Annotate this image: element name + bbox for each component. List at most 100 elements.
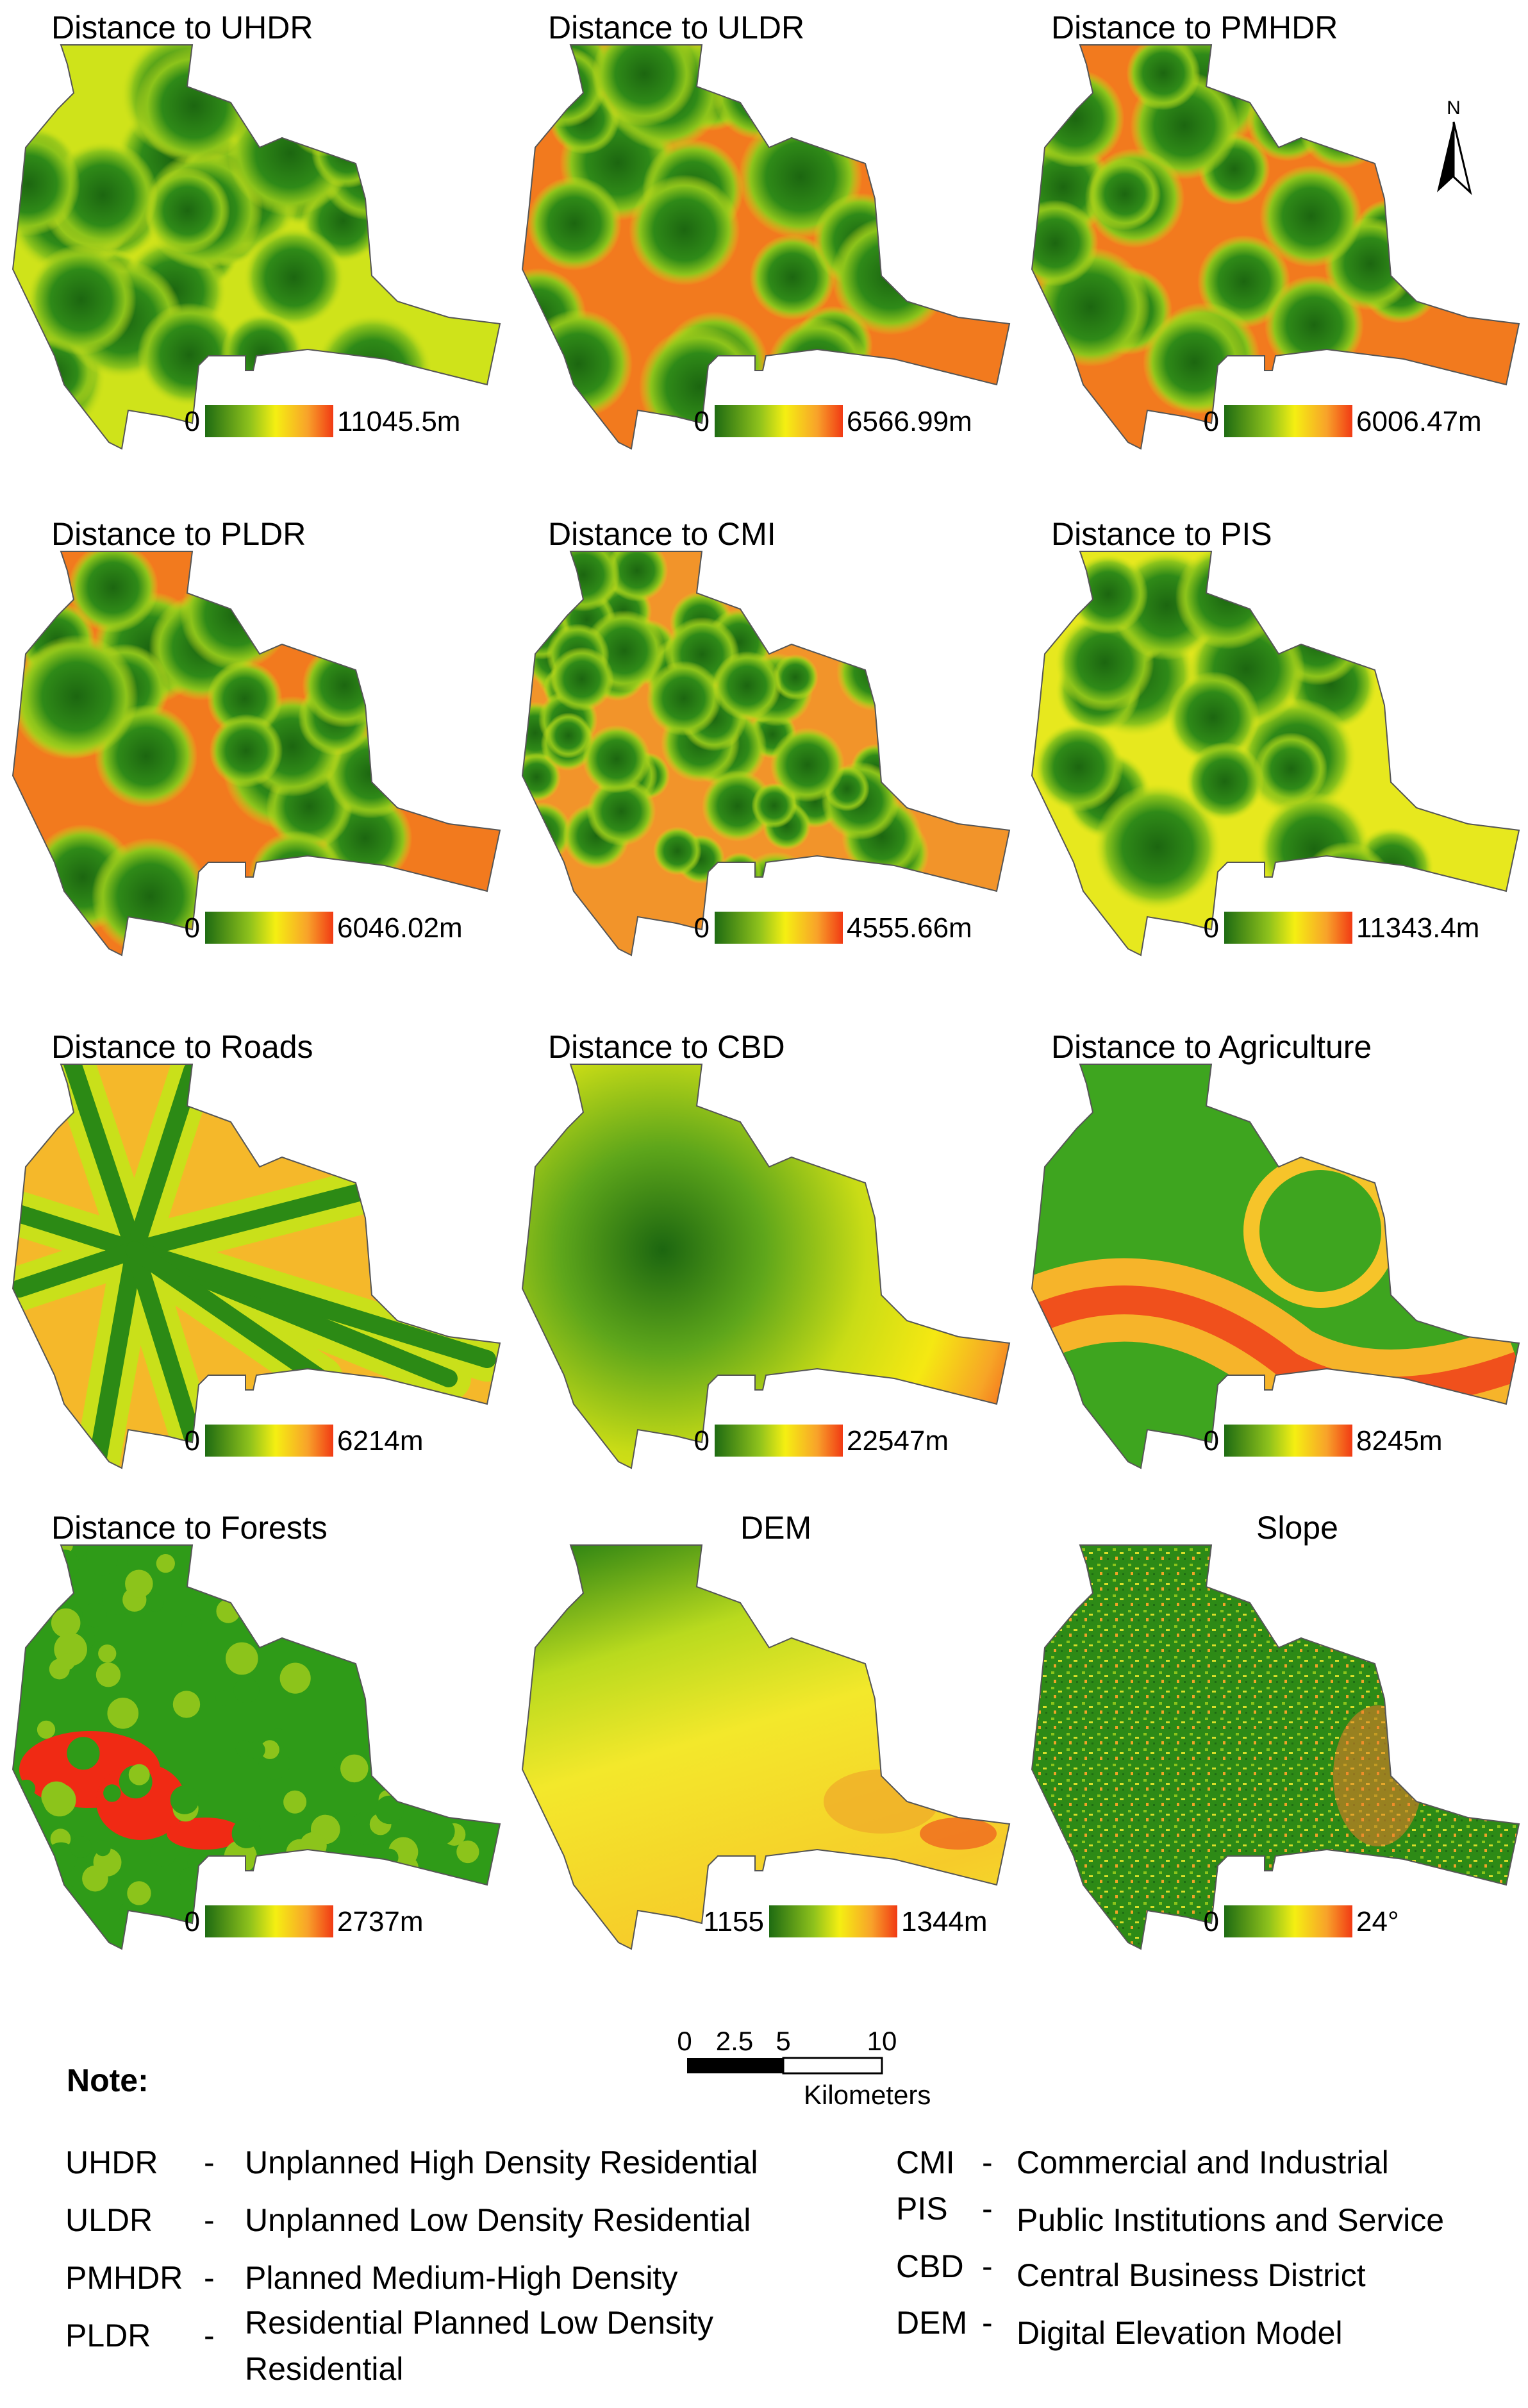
- legend-min-uhdr: 0: [185, 406, 200, 437]
- note-dash: -: [982, 2145, 993, 2180]
- scale-unit: Kilometers: [804, 2080, 931, 2110]
- north-label: N: [1447, 97, 1461, 119]
- note-abbr-uhdr: UHDR: [65, 2145, 158, 2180]
- note-desc-pldr: Residential Planned Low Density: [245, 2305, 713, 2341]
- north-arrow-icon: [1437, 121, 1472, 196]
- legend-ramp-cmi: [715, 912, 843, 944]
- legend-ramp-agriculture: [1224, 1425, 1352, 1457]
- note-dash: -: [204, 2260, 215, 2296]
- note-abbr-pis: PIS: [896, 2191, 948, 2227]
- legend-ramp-roads: [205, 1425, 333, 1457]
- scale-tick-0: 0: [677, 2026, 692, 2056]
- note-desc-cmi: Commercial and Industrial: [1017, 2145, 1389, 2180]
- map-panel-forests: Distance to Forests 0 2737m: [12, 1510, 501, 1950]
- legend-min-pmhdr: 0: [1204, 406, 1219, 437]
- legend-max-cmi: 4555.66m: [847, 912, 972, 944]
- map-title-roads: Distance to Roads: [51, 1029, 313, 1065]
- note-desc-uldr: Unplanned Low Density Residential: [245, 2202, 751, 2238]
- map-panel-uhdr: Distance to UHDR 0 11045.5m: [12, 10, 501, 450]
- note-desc-dem: Digital Elevation Model: [1017, 2315, 1343, 2351]
- note-abbr-uldr: ULDR: [65, 2202, 153, 2238]
- legend-max-forests: 2737m: [337, 1906, 424, 1937]
- map-title-cbd: Distance to CBD: [548, 1029, 785, 1065]
- map-title-dem: DEM: [740, 1510, 811, 1546]
- legend-ramp-slope: [1224, 1905, 1352, 1937]
- note-left-column: UHDR - Unplanned High Density Residentia…: [65, 2145, 758, 2387]
- legend-min-agriculture: 0: [1204, 1425, 1219, 1457]
- note-dash: -: [982, 2305, 993, 2341]
- legend-ramp-uldr: [715, 405, 843, 437]
- legend-max-dem: 1344m: [901, 1906, 988, 1937]
- legend-min-cbd: 0: [694, 1425, 710, 1457]
- legend-max-uhdr: 11045.5m: [337, 406, 460, 437]
- note-heading: Note:: [67, 2062, 149, 2098]
- note-dash: -: [204, 2318, 215, 2354]
- legend-min-pldr: 0: [185, 912, 200, 944]
- map-panel-uldr: Distance to ULDR 0 6566.99m: [521, 10, 1011, 450]
- note-abbr-cbd: CBD: [896, 2248, 964, 2284]
- legend-ramp-pis: [1224, 912, 1352, 944]
- note-dash: -: [982, 2248, 993, 2284]
- map-title-pis: Distance to PIS: [1051, 516, 1272, 552]
- map-panel-roads: Distance to Roads 0 6214m: [12, 1029, 501, 1469]
- note-abbr-pldr: PLDR: [65, 2318, 151, 2354]
- north-arrow: N: [1437, 97, 1472, 196]
- note-desc-uhdr: Unplanned High Density Residential: [245, 2145, 758, 2180]
- scale-bar: 0 2.5 5 10 Kilometers: [677, 2026, 931, 2110]
- legend-max-pis: 11343.4m: [1356, 912, 1479, 944]
- map-title-forests: Distance to Forests: [51, 1510, 328, 1546]
- map-panel-pis: Distance to PIS 0 11343.4m: [1031, 516, 1520, 957]
- scale-tick-10: 10: [867, 2026, 897, 2056]
- legend-max-pldr: 6046.02m: [337, 912, 463, 944]
- legend-max-roads: 6214m: [337, 1425, 424, 1457]
- note-dash: -: [204, 2202, 215, 2238]
- map-panel-cbd: Distance to CBD 0 22547m: [521, 1029, 1011, 1469]
- legend-min-dem: 1155: [703, 1906, 764, 1937]
- note-desc-pis: Public Institutions and Service: [1017, 2202, 1444, 2238]
- legend-min-forests: 0: [185, 1906, 200, 1937]
- map-title-slope: Slope: [1256, 1510, 1338, 1546]
- map-panel-agriculture: Distance to Agriculture 0 8245m: [1031, 1029, 1520, 1469]
- scale-bar-black-segment: [687, 2058, 783, 2073]
- legend-max-agriculture: 8245m: [1356, 1425, 1443, 1457]
- note-desc-pldr-line2: Residential: [245, 2351, 403, 2387]
- legend-ramp-uhdr: [205, 405, 333, 437]
- legend-min-uldr: 0: [694, 406, 710, 437]
- map-panels: Distance to UHDR 0 11045.5m Distance to ULD…: [12, 10, 1520, 1950]
- map-panel-dem: DEM 1155 1344m: [521, 1510, 1011, 1950]
- note-dash: -: [204, 2145, 215, 2180]
- map-panel-pmhdr: Distance to PMHDR 0 6006.47m: [1031, 10, 1520, 450]
- map-panel-pldr: Distance to PLDR 0 6046.02m: [12, 516, 501, 957]
- legend-max-uldr: 6566.99m: [847, 406, 972, 437]
- scale-bar-white-segment: [782, 2057, 883, 2075]
- legend-ramp-forests: [205, 1905, 333, 1937]
- legend-ramp-cbd: [715, 1425, 843, 1457]
- note-abbr-cmi: CMI: [896, 2145, 955, 2180]
- legend-min-slope: 0: [1204, 1906, 1219, 1937]
- note-abbr-pmhdr: PMHDR: [65, 2260, 183, 2296]
- scale-tick-2-5: 2.5: [716, 2026, 753, 2056]
- note-dash: -: [982, 2191, 993, 2227]
- legend-max-slope: 24°: [1356, 1906, 1399, 1937]
- note-desc-pmhdr: Planned Medium-High Density: [245, 2260, 677, 2296]
- legend-min-cmi: 0: [694, 912, 710, 944]
- map-panel-slope: Slope 0 24°: [1031, 1510, 1520, 1950]
- map-title-agriculture: Distance to Agriculture: [1051, 1029, 1372, 1065]
- map-panel-cmi: Distance to CMI 0 4555.66m: [521, 516, 1011, 957]
- legend-ramp-pmhdr: [1224, 405, 1352, 437]
- note-abbr-dem: DEM: [896, 2305, 967, 2341]
- map-title-pldr: Distance to PLDR: [51, 516, 306, 552]
- map-title-uhdr: Distance to UHDR: [51, 10, 313, 46]
- legend-ramp-dem: [769, 1905, 897, 1937]
- legend-min-roads: 0: [185, 1425, 200, 1457]
- note: Note: UHDR - Unplanned High Density Resi…: [65, 2062, 1444, 2387]
- scale-tick-5: 5: [776, 2026, 790, 2056]
- legend-ramp-pldr: [205, 912, 333, 944]
- map-title-pmhdr: Distance to PMHDR: [1051, 10, 1338, 46]
- note-desc-cbd: Central Business District: [1017, 2257, 1366, 2293]
- map-title-uldr: Distance to ULDR: [548, 10, 804, 46]
- legend-min-pis: 0: [1204, 912, 1219, 944]
- note-right-column: CMI - Commercial and Industrial PIS - Pu…: [896, 2145, 1444, 2351]
- map-title-cmi: Distance to CMI: [548, 516, 776, 552]
